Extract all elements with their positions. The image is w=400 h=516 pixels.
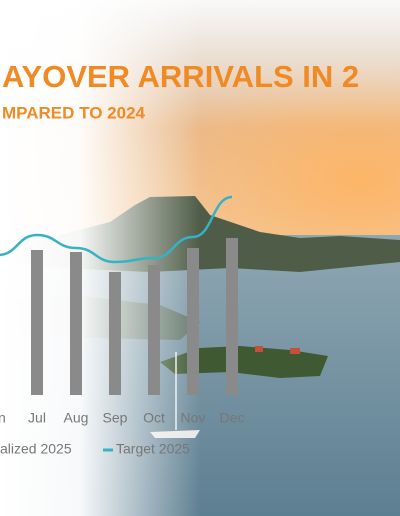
- bar: [70, 252, 82, 395]
- bar: [109, 272, 121, 395]
- chart-title: AYOVER ARRIVALS IN 2: [2, 59, 359, 94]
- target-line: [0, 195, 233, 264]
- x-tick-label: Oct: [143, 410, 165, 426]
- plot-area: un Jul Aug Sep Oct Nov Dec alized 2025 Target 20…: [0, 195, 245, 457]
- x-tick-label: un: [0, 410, 6, 426]
- bar: [31, 250, 43, 395]
- bar: [226, 238, 238, 395]
- x-tick-label: Dec: [220, 410, 245, 426]
- bar: [187, 248, 199, 395]
- legend-label: Target 2025: [116, 441, 190, 457]
- x-tick-label: Aug: [64, 410, 89, 426]
- legend-label: alized 2025: [0, 441, 72, 457]
- x-tick-label: Sep: [103, 410, 128, 426]
- x-tick-label: Jul: [28, 410, 46, 426]
- x-tick-label: Nov: [181, 410, 206, 426]
- chart-subtitle: MPARED TO 2024: [2, 103, 146, 122]
- bar: [148, 265, 160, 395]
